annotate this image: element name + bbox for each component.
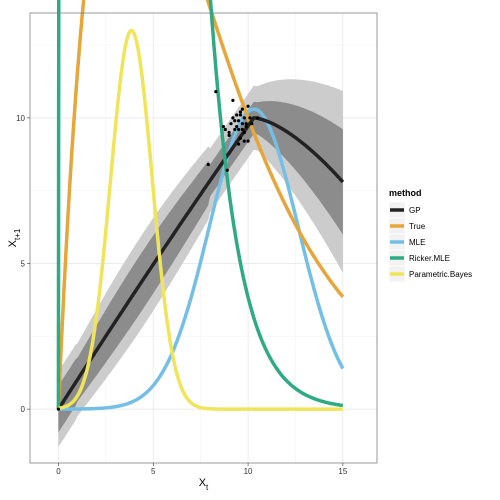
legend-item-true: True (388, 217, 426, 235)
legend-label: True (409, 222, 426, 231)
data-point (250, 122, 254, 126)
data-point (244, 124, 248, 129)
series-line-mle (57, 107, 345, 411)
legend-item-gp: GP (388, 201, 421, 219)
data-point (225, 168, 229, 172)
data-point (248, 116, 252, 120)
data-point (235, 113, 239, 117)
x-axis-title-subscript: t (206, 483, 209, 492)
x-tick-label: 0 (56, 467, 61, 476)
panel-frame (29, 12, 378, 464)
data-point (238, 136, 243, 140)
panel-border (29, 12, 378, 464)
data-point (231, 116, 235, 120)
series-line-gp (56, 116, 345, 411)
data-point (236, 119, 241, 123)
series-line-ricker-mle (56, 0, 344, 410)
series-line-true (56, 0, 345, 410)
x-tick-label: 5 (151, 467, 156, 476)
data-point (246, 104, 250, 108)
legend-item-ricker-mle: Ricker.MLE (388, 249, 450, 267)
y-axis-title-main: X (7, 239, 19, 247)
data-point (223, 127, 227, 132)
data-point (227, 130, 231, 135)
data-point (56, 407, 61, 411)
data-point (240, 127, 244, 132)
legend-items: GP True MLE Ricker.MLE Parametric.Bayes (388, 201, 472, 283)
x-tick-label: 15 (338, 467, 347, 476)
y-tick-label: 0 (21, 405, 26, 414)
x-tick-label: 10 (244, 467, 253, 476)
data-point (240, 107, 244, 111)
y-axis-title-subscript: t+1 (13, 228, 22, 240)
data-point (229, 122, 233, 126)
legend: method GP True MLE Ricker.MLE Parametric.Bay… (388, 188, 472, 283)
data-point (255, 116, 260, 120)
data-point (238, 113, 243, 117)
legend-title: method (389, 188, 422, 198)
legend-label: Parametric.Bayes (409, 270, 472, 279)
data-point (246, 139, 250, 143)
data-point (221, 124, 226, 129)
data-point (236, 142, 241, 146)
data-point (236, 127, 241, 132)
data-point (235, 124, 239, 129)
data-point (233, 127, 237, 132)
data-point (242, 116, 246, 120)
observed-points (56, 90, 260, 411)
data-point (206, 162, 210, 167)
legend-item-mle: MLE (388, 233, 425, 251)
y-tick-label: 5 (21, 259, 26, 268)
legend-item-parametric-bayes: Parametric.Bayes (388, 265, 472, 283)
data-point (227, 133, 231, 137)
data-point (242, 130, 246, 135)
data-point (242, 139, 246, 143)
y-tick-label: 10 (16, 114, 25, 123)
data-point (214, 90, 218, 94)
x-axis-title: Xt (199, 477, 209, 492)
legend-label: GP (409, 206, 421, 215)
data-point (240, 122, 244, 126)
confidence-bands (58, 79, 343, 448)
legend-label: Ricker.MLE (409, 254, 450, 263)
series-line-parametric-bayes (57, 28, 344, 411)
y-axis-title: Xt+1 (7, 228, 22, 247)
data-point (231, 98, 235, 102)
data-point (244, 122, 248, 126)
data-point (238, 110, 243, 114)
series-lines (56, 0, 345, 411)
band-inner (58, 101, 343, 433)
data-point (233, 119, 237, 123)
axis-ticks: 0 5 10 15 0 5 10 (16, 114, 348, 476)
x-axis-title-main: X (199, 477, 207, 489)
legend-label: MLE (409, 238, 425, 247)
